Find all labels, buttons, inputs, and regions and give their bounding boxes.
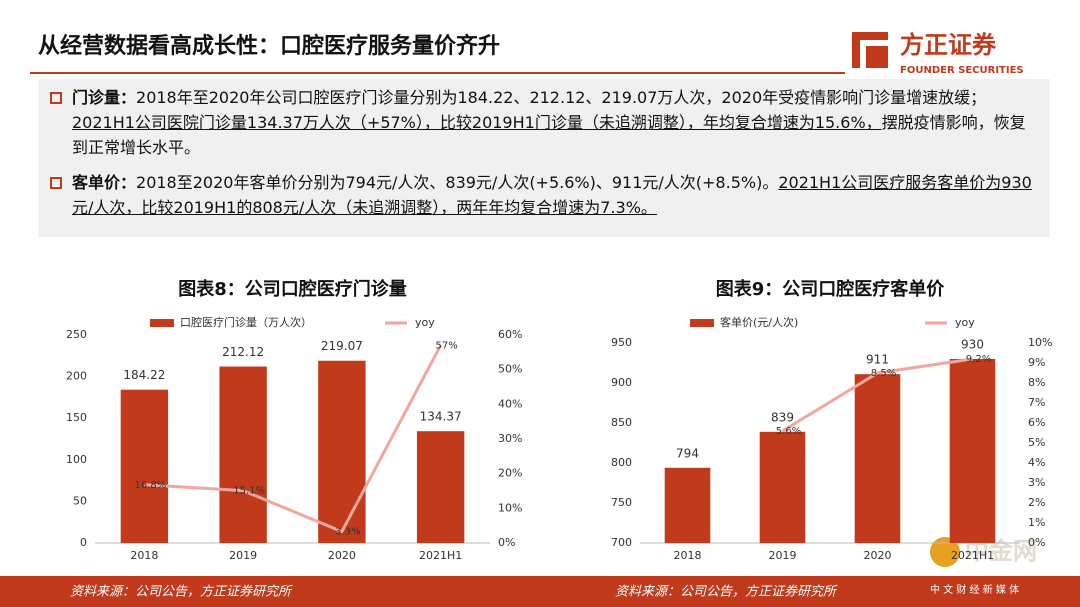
y-tick-label: 100 xyxy=(66,453,87,466)
legend-swatch xyxy=(690,319,714,327)
bullet-text: 摆脱疫情影响，恢复到正常增长水平。 xyxy=(72,113,1026,157)
chart-title: 图表9：公司口腔医疗客单价 xyxy=(716,278,946,300)
logo-text: 方正证券 xyxy=(900,31,997,59)
y2-tick-label: 10% xyxy=(1028,336,1052,349)
bullet-text: 2018年至2020年公司口腔医疗门诊量分别为184.22、212.12、219… xyxy=(136,88,987,107)
slide-title: 从经营数据看高成长性：口腔医疗服务量价齐升 xyxy=(38,33,500,59)
y2-tick-label: 6% xyxy=(1028,416,1045,429)
watermark-slogan: 中 文 财 经 新 媒 体 xyxy=(930,583,1019,596)
data-label: 839 xyxy=(771,410,794,424)
y2-tick-label: 40% xyxy=(498,397,522,410)
x-tick-label: 2020 xyxy=(328,549,356,562)
y2-tick-label: 20% xyxy=(498,467,522,480)
legend-label: 口腔医疗门诊量（万人次） xyxy=(180,315,312,329)
data-label: 3.3% xyxy=(335,527,360,538)
line xyxy=(144,344,442,534)
bar xyxy=(759,431,806,543)
y2-tick-label: 2% xyxy=(1028,496,1045,509)
y-tick-label: 50 xyxy=(73,494,87,507)
chart-title: 图表8：公司口腔医疗门诊量 xyxy=(178,278,407,300)
y2-tick-label: 5% xyxy=(1028,436,1045,449)
data-label: 134.37 xyxy=(420,410,462,424)
y-tick-label: 200 xyxy=(66,370,87,383)
y-tick-label: 850 xyxy=(611,416,632,429)
x-tick-label: 2019 xyxy=(229,549,257,562)
bar xyxy=(219,366,267,543)
data-label: 212.12 xyxy=(222,345,264,359)
watermark-icon xyxy=(930,537,960,567)
source: 资料来源：公司公告，方正证券研究所 xyxy=(70,584,293,600)
x-tick-label: 2018 xyxy=(674,549,702,562)
data-label: 5.6% xyxy=(776,426,801,437)
watermark-site: CNGOLD.COM.CN xyxy=(990,569,1060,578)
data-label: 16.8% xyxy=(134,480,166,491)
y2-tick-label: 60% xyxy=(498,328,522,341)
data-label: 8.5% xyxy=(871,368,896,379)
x-tick-label: 2020 xyxy=(864,549,892,562)
line xyxy=(781,357,973,433)
y-tick-label: 250 xyxy=(66,328,87,341)
bullet-text: 2021H1公司医疗服务客单价为930元/人次，比较2019H1的808元/人次… xyxy=(72,173,1032,217)
bar xyxy=(664,467,711,543)
bullet-label: 门诊量： xyxy=(72,88,137,107)
y-tick-label: 800 xyxy=(611,456,632,469)
bullet-label: 客单价： xyxy=(72,173,137,192)
y-tick-label: 900 xyxy=(611,376,632,389)
bullet-box: 门诊量：2018年至2020年公司口腔医疗门诊量分别为184.22、212.12… xyxy=(38,79,1050,237)
y-tick-label: 700 xyxy=(611,536,632,549)
bar xyxy=(318,360,366,543)
data-label: 930 xyxy=(961,338,984,352)
data-label: 184.22 xyxy=(123,368,165,382)
x-tick-label: 2019 xyxy=(769,549,797,562)
y2-tick-label: 50% xyxy=(498,363,522,376)
logo-sub: FOUNDER SECURITIES xyxy=(900,65,1024,76)
logo-icon xyxy=(852,32,888,68)
y2-tick-label: 0% xyxy=(1028,536,1045,549)
y-tick-label: 950 xyxy=(611,336,632,349)
legend-label: yoy xyxy=(955,316,975,329)
y2-tick-label: 4% xyxy=(1028,456,1045,469)
legend-label: 客单价(元/人次) xyxy=(720,315,798,329)
source: 资料来源：公司公告，方正证券研究所 xyxy=(615,584,838,600)
bullet-text: 2021H1公司医院门诊量134.37万人次（+57%），比较2019H1门诊量… xyxy=(72,113,882,132)
y2-tick-label: 7% xyxy=(1028,396,1045,409)
data-label: 219.07 xyxy=(321,339,363,353)
y2-tick-label: 3% xyxy=(1028,476,1045,489)
bar xyxy=(120,389,169,543)
data-label: 9.2% xyxy=(966,354,991,365)
footer-bar xyxy=(0,576,1080,607)
legend-swatch xyxy=(150,319,174,327)
bar xyxy=(949,359,996,543)
x-tick-label: 2018 xyxy=(130,549,158,562)
y-tick-label: 750 xyxy=(611,496,632,509)
y2-tick-label: 9% xyxy=(1028,356,1045,369)
y2-tick-label: 10% xyxy=(498,501,522,514)
y2-tick-label: 8% xyxy=(1028,376,1045,389)
bullet: 门诊量：2018年至2020年公司口腔医疗门诊量分别为184.22、212.12… xyxy=(48,85,1040,160)
y2-tick-label: 1% xyxy=(1028,516,1045,529)
y-tick-label: 150 xyxy=(66,411,87,424)
bar xyxy=(416,431,465,543)
bullet: 客单价：2018至2020年客单价分别为794元/人次、839元/人次(+5.6… xyxy=(48,170,1040,220)
x-tick-label: 2021H1 xyxy=(419,549,462,562)
y-tick-label: 0 xyxy=(80,536,87,549)
bar xyxy=(854,374,901,543)
legend-label: yoy xyxy=(415,316,435,329)
data-label: 911 xyxy=(866,353,889,367)
x-tick-label: 2021H1 xyxy=(951,549,994,562)
data-label: 15.1% xyxy=(233,486,265,497)
bullet-text: 2018至2020年客单价分别为794元/人次、839元/人次(+5.6%)、9… xyxy=(136,173,779,192)
data-label: 794 xyxy=(676,446,699,460)
data-label: 57% xyxy=(436,340,458,351)
y2-tick-label: 0% xyxy=(498,536,515,549)
y2-tick-label: 30% xyxy=(498,432,522,445)
